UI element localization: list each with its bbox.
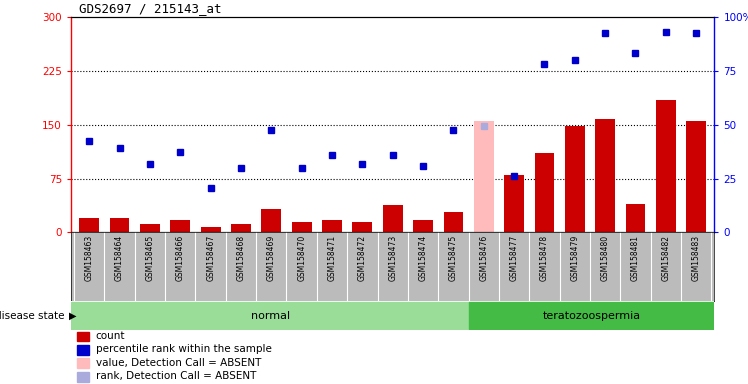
Bar	[78, 345, 89, 355]
Bar	[292, 222, 311, 232]
Text: GSM158477: GSM158477	[509, 235, 518, 281]
Text: GDS2697 / 215143_at: GDS2697 / 215143_at	[79, 2, 221, 15]
Text: GSM158475: GSM158475	[449, 235, 458, 281]
Bar	[71, 302, 469, 329]
Bar	[352, 222, 373, 232]
Bar	[535, 154, 554, 232]
Bar	[171, 220, 190, 232]
Text: GSM158469: GSM158469	[267, 235, 276, 281]
Text: GSM158472: GSM158472	[358, 235, 367, 281]
Bar	[79, 218, 99, 232]
Bar	[78, 359, 89, 368]
Text: GSM158476: GSM158476	[479, 235, 488, 281]
Text: GSM158474: GSM158474	[419, 235, 428, 281]
Text: percentile rank within the sample: percentile rank within the sample	[96, 344, 272, 354]
Text: normal: normal	[251, 311, 289, 321]
Text: GSM158479: GSM158479	[570, 235, 579, 281]
Bar	[625, 204, 646, 232]
Text: disease state: disease state	[0, 311, 67, 321]
Text: GSM158482: GSM158482	[661, 235, 670, 281]
Bar	[78, 372, 89, 382]
Text: count: count	[96, 331, 125, 341]
Text: teratozoospermia: teratozoospermia	[543, 311, 641, 321]
Bar	[322, 220, 342, 232]
Text: GSM158473: GSM158473	[388, 235, 397, 281]
Text: GSM158480: GSM158480	[601, 235, 610, 281]
Bar	[444, 212, 463, 232]
Bar	[595, 119, 615, 232]
Text: GSM158465: GSM158465	[145, 235, 154, 281]
Bar	[469, 302, 714, 329]
Bar	[565, 126, 585, 232]
Text: GSM158483: GSM158483	[692, 235, 701, 281]
Text: GSM158463: GSM158463	[85, 235, 94, 281]
Text: GSM158481: GSM158481	[631, 235, 640, 281]
Text: ▶: ▶	[69, 311, 76, 321]
Bar	[504, 175, 524, 232]
Text: GSM158466: GSM158466	[176, 235, 185, 281]
Text: GSM158464: GSM158464	[115, 235, 124, 281]
Text: GSM158470: GSM158470	[297, 235, 306, 281]
Text: GSM158468: GSM158468	[236, 235, 245, 281]
Bar	[656, 100, 675, 232]
Bar	[200, 227, 221, 232]
Bar	[110, 218, 129, 232]
Text: GSM158478: GSM158478	[540, 235, 549, 281]
Text: value, Detection Call = ABSENT: value, Detection Call = ABSENT	[96, 358, 261, 368]
Bar	[231, 224, 251, 232]
Bar	[262, 209, 281, 232]
Bar	[474, 121, 494, 232]
Text: GSM158471: GSM158471	[328, 235, 337, 281]
Bar	[140, 224, 160, 232]
Bar	[686, 121, 706, 232]
Bar	[413, 220, 433, 232]
Text: GSM158467: GSM158467	[206, 235, 215, 281]
Text: rank, Detection Call = ABSENT: rank, Detection Call = ABSENT	[96, 371, 256, 381]
Bar	[78, 331, 89, 341]
Bar	[383, 205, 402, 232]
